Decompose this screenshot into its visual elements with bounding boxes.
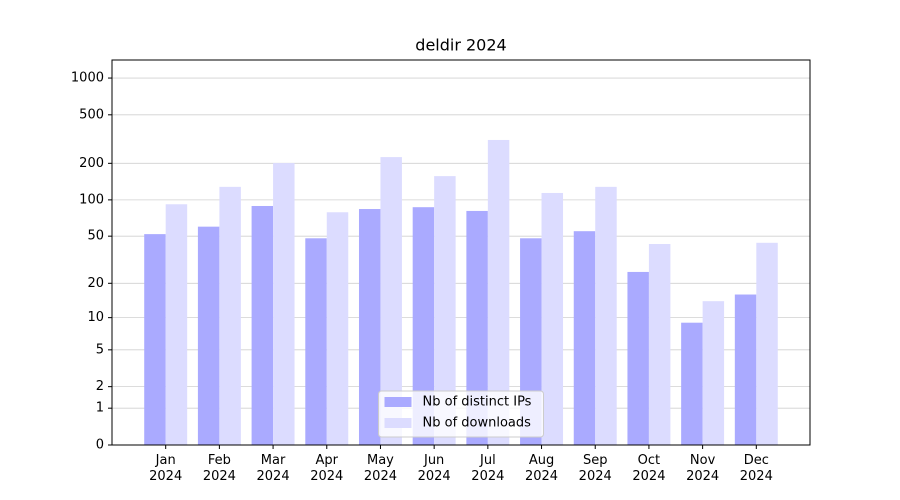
bar bbox=[380, 157, 402, 445]
x-tick-label: Nov 2024 bbox=[686, 453, 720, 484]
bar bbox=[595, 186, 617, 445]
bar bbox=[305, 238, 327, 445]
x-tick-label: May 2024 bbox=[363, 453, 397, 484]
chart-title: deldir 2024 bbox=[415, 36, 506, 55]
bar bbox=[144, 234, 166, 445]
x-tick-label: Aug 2024 bbox=[524, 453, 559, 484]
y-tick-label: 100 bbox=[79, 192, 104, 207]
y-tick-label: 1000 bbox=[71, 71, 104, 86]
x-tick-label: Sep 2024 bbox=[578, 453, 612, 484]
bar bbox=[702, 301, 725, 445]
legend-label: Nb of distinct IPs bbox=[423, 395, 532, 410]
plot-frame bbox=[111, 59, 811, 446]
x-tick-label: Jun 2024 bbox=[417, 453, 451, 484]
bar bbox=[541, 192, 564, 445]
bar bbox=[466, 210, 488, 445]
bar bbox=[358, 209, 381, 445]
x-tick-label: Jan 2024 bbox=[149, 453, 183, 484]
bar bbox=[627, 271, 649, 445]
x-tick-label: Oct 2024 bbox=[632, 453, 666, 484]
bar bbox=[756, 242, 778, 445]
y-tick-label: 500 bbox=[79, 107, 104, 122]
bar bbox=[734, 294, 757, 445]
bar bbox=[681, 322, 703, 445]
y-tick-label: 5 bbox=[96, 342, 104, 357]
bar bbox=[251, 205, 274, 445]
y-tick-label: 200 bbox=[79, 156, 104, 171]
bar bbox=[197, 226, 220, 445]
x-tick-label: Mar 2024 bbox=[256, 453, 290, 484]
bar bbox=[434, 176, 456, 445]
x-tick-label: Dec 2024 bbox=[739, 453, 773, 484]
x-tick-label: Feb 2024 bbox=[202, 453, 236, 484]
legend-label: Nb of downloads bbox=[423, 416, 532, 431]
bar bbox=[219, 186, 241, 445]
legend-swatch bbox=[384, 418, 412, 428]
y-tick-label: 20 bbox=[87, 276, 104, 291]
legend-box bbox=[378, 390, 544, 438]
bar bbox=[165, 204, 188, 445]
bar bbox=[648, 244, 671, 445]
y-tick-label: 10 bbox=[87, 310, 104, 325]
y-tick-label: 2 bbox=[96, 379, 104, 394]
bar bbox=[412, 207, 435, 445]
bar bbox=[273, 163, 295, 445]
x-tick-label: Jul 2024 bbox=[471, 453, 505, 484]
bar bbox=[487, 139, 510, 445]
y-tick-label: 1 bbox=[96, 401, 104, 416]
bar bbox=[573, 231, 596, 445]
bar bbox=[326, 212, 349, 445]
legend-swatch bbox=[384, 397, 412, 407]
x-tick-label: Apr 2024 bbox=[310, 453, 344, 484]
y-tick-label: 50 bbox=[87, 229, 104, 244]
y-tick-label: 0 bbox=[96, 438, 104, 453]
